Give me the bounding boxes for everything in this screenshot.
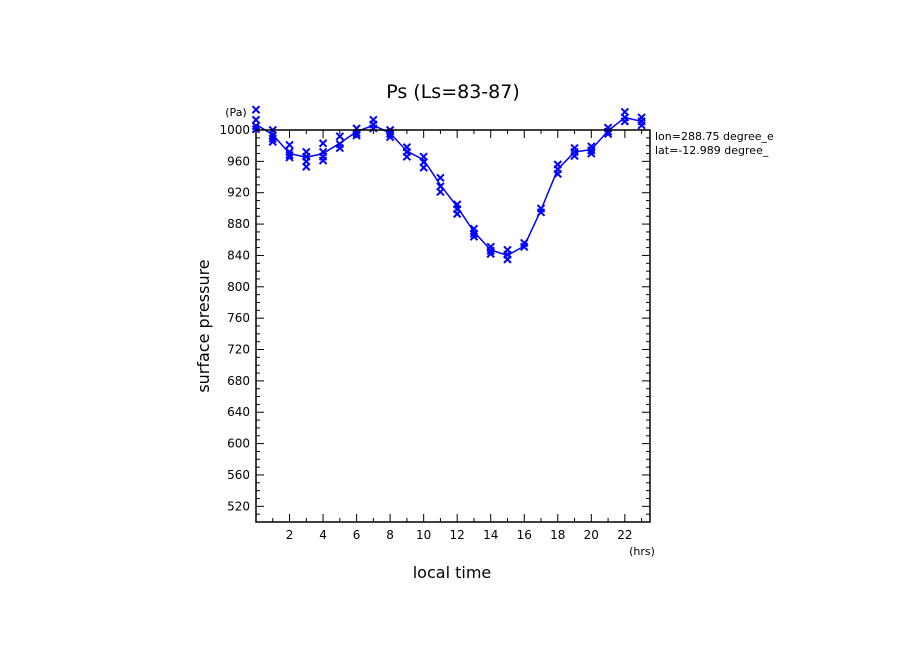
data-point-marker	[385, 132, 395, 142]
data-point-marker	[268, 137, 277, 146]
x-tick-label: 18	[550, 528, 565, 542]
x-tick-label: 12	[450, 528, 465, 542]
x-tick-label: 6	[353, 528, 361, 542]
data-point-marker	[637, 121, 646, 130]
x-tick-label: 10	[416, 528, 431, 542]
x-tick-label: 2	[286, 528, 294, 542]
data-point-marker	[285, 140, 294, 150]
y-tick-label: 560	[227, 468, 250, 482]
plot-area	[251, 105, 646, 264]
data-point-marker	[251, 105, 261, 114]
y-tick-label: 880	[227, 217, 250, 231]
y-tick-label: 720	[227, 343, 250, 357]
data-point-marker	[335, 143, 345, 153]
y-tick-label: 920	[227, 186, 250, 200]
data-point-marker	[285, 153, 294, 162]
data-point-marker	[318, 156, 328, 165]
plot-frame	[255, 129, 651, 523]
data-point-marker	[503, 255, 512, 264]
data-point-marker	[251, 125, 261, 134]
data-point-marker	[419, 163, 428, 172]
data-point-marker	[318, 139, 328, 148]
y-tick-label: 600	[227, 437, 250, 451]
data-point-marker	[570, 151, 579, 161]
y-tick-label: 960	[227, 154, 250, 168]
data-point-marker	[302, 162, 311, 172]
x-tick-label: 4	[319, 528, 327, 542]
y-tick-label: 520	[227, 499, 250, 513]
data-point-marker	[251, 115, 261, 125]
y-tick-label: 760	[227, 311, 250, 325]
x-tick-label: 8	[386, 528, 394, 542]
chart-title: Ps (Ls=83-87)	[386, 81, 520, 103]
y-tick-label: 1000	[219, 123, 250, 137]
data-point-marker	[587, 149, 596, 158]
x-tick-label: 20	[584, 528, 599, 542]
annotation-lon: lon=288.75 degree_e	[655, 130, 774, 143]
x-axis-unit: (hrs)	[629, 545, 655, 558]
data-point-marker	[486, 246, 495, 255]
x-tick-label: 14	[483, 528, 498, 542]
y-tick-label: 640	[227, 405, 250, 419]
data-point-marker	[268, 134, 277, 143]
y-axis-unit: (Pa)	[225, 106, 246, 119]
data-point-marker	[352, 128, 361, 138]
series-line	[255, 116, 642, 257]
data-point-marker	[452, 209, 462, 219]
data-point-marker	[369, 124, 378, 133]
data-point-marker	[469, 232, 479, 241]
annotation-lat: lat=-12.989 degree_	[655, 144, 769, 157]
data-point-marker	[385, 129, 395, 139]
data-point-marker	[520, 242, 529, 252]
data-point-marker	[436, 173, 445, 183]
data-point-marker	[251, 121, 261, 131]
data-point-marker	[620, 117, 630, 126]
data-point-marker	[486, 249, 495, 259]
data-point-marker	[352, 131, 361, 140]
data-point-marker	[402, 152, 412, 161]
data-point-marker	[553, 169, 562, 179]
y-tick-label: 800	[227, 280, 250, 294]
data-point-marker	[587, 146, 596, 155]
axis-ticks: 2 4 6 8 10 12 14 16 18 20 22 520 560 600 640 680 720 760 8…	[219, 123, 650, 542]
data-point-marker	[469, 229, 479, 238]
data-point-marker	[335, 132, 345, 141]
data-point-marker	[603, 127, 613, 136]
data-point-marker	[536, 208, 546, 217]
x-axis-label: local time	[413, 563, 492, 582]
y-axis-label: surface pressure	[194, 259, 213, 392]
data-point-marker	[285, 150, 294, 160]
data-point-marker	[436, 187, 445, 197]
y-tick-label: 680	[227, 374, 250, 388]
data-point-marker	[268, 131, 277, 140]
y-tick-label: 840	[227, 248, 250, 262]
data-point-marker	[603, 129, 613, 139]
x-tick-label: 16	[517, 528, 532, 542]
x-tick-label: 22	[617, 528, 632, 542]
